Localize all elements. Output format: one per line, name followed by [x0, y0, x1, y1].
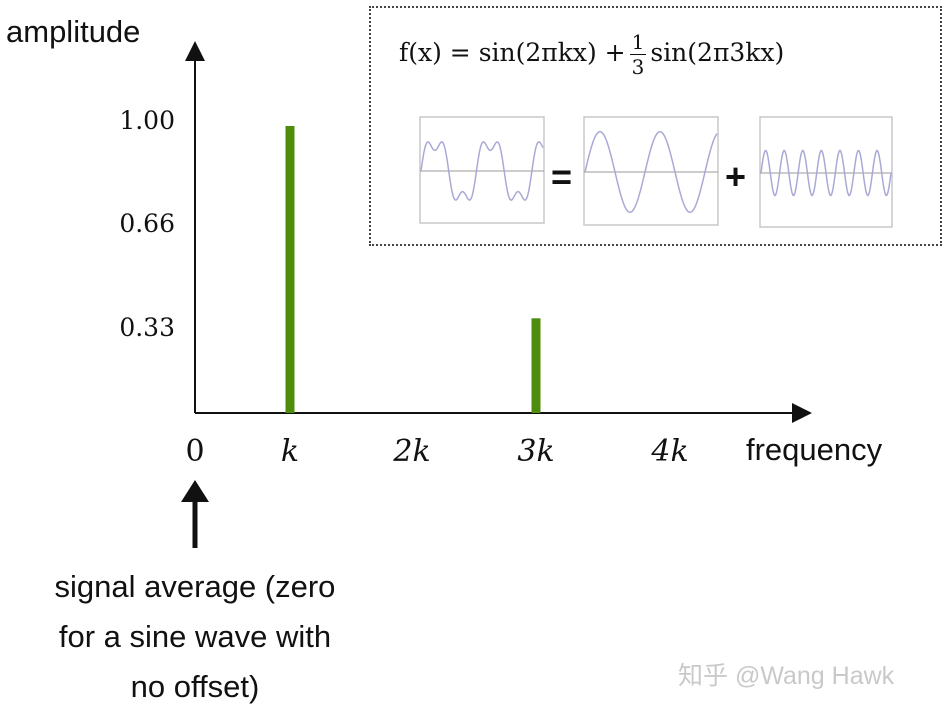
signal-average-annotation: signal average (zero for a sine wave wit…	[0, 562, 405, 712]
annotation-line: no offset)	[130, 669, 260, 704]
bar-3k	[531, 318, 541, 413]
plus-sign: +	[725, 156, 747, 197]
formula-inset: f(x) = sin(2πkx) +1 3 sin(2π3kx) = +	[369, 6, 942, 246]
x-axis-label: frequency	[746, 432, 883, 467]
x-tick-label: 3k	[517, 434, 554, 469]
y-tick-label: 0.33	[119, 313, 175, 342]
annotation-line: for a sine wave with	[58, 619, 332, 654]
x-tick-label: 2k	[392, 434, 430, 469]
formula-lhs: f(x) = sin(2πkx) +	[399, 38, 626, 67]
bar-k	[285, 126, 295, 413]
x-tick-label: k	[281, 434, 299, 469]
combined-wave-plot	[419, 116, 545, 224]
x-tick-label: 0	[185, 434, 204, 469]
equals-sign: =	[551, 156, 573, 197]
harmonic-wave-plot	[759, 116, 893, 228]
fraction-numerator: 1	[629, 30, 647, 55]
annotation-line: signal average (zero	[54, 569, 336, 604]
x-tick-label: 4k	[650, 434, 688, 469]
y-axis-label: amplitude	[6, 14, 141, 49]
fundamental-wave-plot	[583, 116, 719, 226]
y-tick-label: 1.00	[119, 106, 175, 135]
fraction-denominator: 3	[631, 55, 645, 79]
formula: f(x) = sin(2πkx) +1 3 sin(2π3kx)	[399, 30, 784, 79]
watermark: 知乎 @Wang Hawk	[678, 662, 895, 690]
signal-average-arrowhead	[181, 480, 209, 502]
formula-rhs: sin(2π3kx)	[650, 38, 785, 67]
y-tick-label: 0.66	[119, 209, 175, 238]
